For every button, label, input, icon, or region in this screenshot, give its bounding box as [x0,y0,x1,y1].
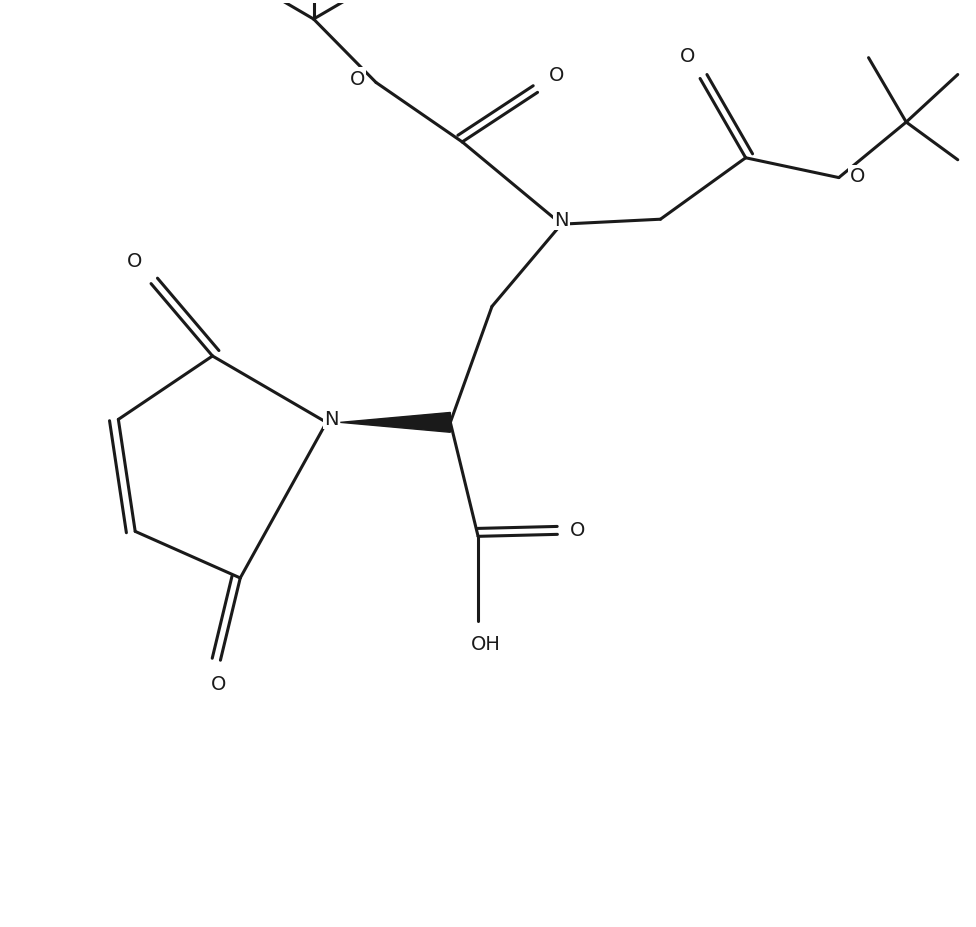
Text: N: N [554,210,569,230]
Text: OH: OH [471,634,501,654]
Text: O: O [570,520,585,540]
Text: O: O [349,70,365,89]
Text: O: O [679,47,695,66]
Text: N: N [324,410,339,428]
Text: O: O [850,167,866,186]
Text: O: O [549,66,564,85]
Polygon shape [341,413,450,433]
Text: O: O [127,252,142,271]
Text: O: O [211,674,226,692]
